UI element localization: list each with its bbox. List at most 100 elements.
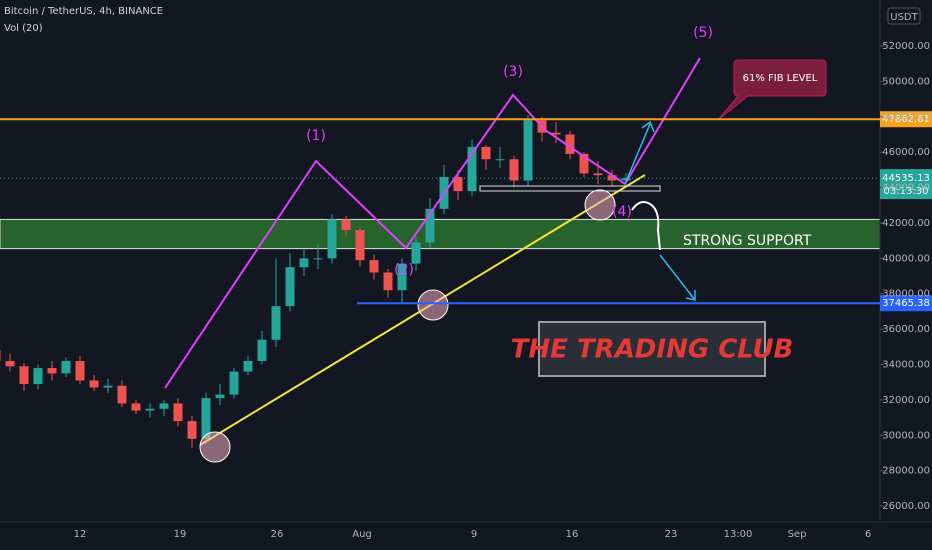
x-tick-label: Aug (352, 529, 372, 540)
level-label: 47862.61 (882, 114, 930, 125)
y-tick-label: 26000.00 (882, 501, 930, 512)
arrow (624, 123, 651, 185)
countdown: 03:13:30 (884, 186, 929, 197)
candle-body (187, 421, 197, 439)
callout (717, 59, 827, 121)
y-tick-label: 52000.00 (882, 41, 930, 52)
last-price-tag (880, 169, 932, 200)
y-tick-label: 48000.00 (882, 112, 930, 123)
candle-body (145, 408, 155, 411)
candle-body (327, 219, 337, 259)
y-tick-label: 30000.00 (882, 430, 930, 441)
support-label: STRONG SUPPORT (683, 233, 812, 249)
candle-body (383, 272, 393, 291)
arrow-head (641, 120, 655, 133)
x-tick-label: 19 (174, 529, 187, 540)
candle-body (117, 385, 127, 404)
x-tick-label: 16 (566, 529, 579, 540)
x-tick-label: 13:00 (724, 529, 753, 540)
support-zone (0, 218, 881, 250)
wave-label: (3) (503, 64, 523, 80)
candle-body (299, 258, 309, 268)
candle-body (495, 159, 505, 161)
y-tick-label: 44000.00 (882, 183, 930, 194)
highlight (584, 189, 616, 221)
arrow-head (685, 290, 696, 301)
highlight (199, 431, 231, 463)
chart-title: Bitcoin / TetherUS, 4h, BINANCE (4, 6, 163, 17)
level-tag (880, 295, 932, 312)
candle-body (341, 219, 351, 231)
currency: USDT (890, 12, 918, 23)
candle-body (509, 159, 519, 181)
candle-body (397, 263, 407, 291)
level-tag (880, 111, 932, 128)
y-tick-label: 50000.00 (882, 76, 930, 87)
y-tick-label: 28000.00 (882, 466, 930, 477)
candle-body (19, 366, 29, 384)
candle-body (229, 371, 239, 395)
callout-text: 61% FIB LEVEL (743, 73, 818, 84)
x-tick-label: 23 (665, 529, 678, 540)
level-label: 37465.38 (882, 298, 930, 309)
candle-body (593, 173, 603, 176)
last-price-label: 44535.13 (882, 173, 930, 184)
candle-body (33, 368, 43, 384)
currency-box[interactable] (887, 7, 921, 25)
indicator-label: Vol (20) (4, 23, 43, 34)
candle-body (467, 146, 477, 192)
candle-body (285, 267, 295, 307)
candle-body (369, 260, 379, 273)
candle-body (89, 380, 99, 388)
candle-body (621, 178, 631, 181)
candle-body (257, 339, 267, 361)
candle-body (215, 394, 225, 399)
candle-body (551, 132, 561, 135)
wave-label: (2) (394, 262, 414, 278)
y-tick-label: 38000.00 (882, 289, 930, 300)
y-tick-label: 46000.00 (882, 147, 930, 158)
brand-text: THE TRADING CLUB (511, 335, 794, 365)
candle-body (61, 360, 71, 374)
x-tick-label: 12 (74, 529, 87, 540)
candle-body (75, 360, 85, 381)
highlight (417, 289, 449, 321)
candle-body (355, 230, 365, 261)
candle-body (201, 398, 211, 439)
x-tick-label: Sep (788, 529, 807, 540)
wave-label: (1) (306, 128, 326, 144)
candle-body (411, 242, 421, 264)
candle-body (481, 146, 491, 160)
candle-body (425, 208, 435, 243)
candle-body (453, 176, 463, 192)
candle-body (103, 385, 113, 388)
candle-body (243, 360, 253, 372)
candle-body (173, 403, 183, 422)
candle-body (579, 153, 589, 174)
candle-body (523, 120, 533, 181)
x-tick-label: 9 (471, 529, 477, 540)
candle-body (131, 403, 141, 411)
candle-body (565, 134, 575, 154)
candle-body (47, 368, 57, 374)
wave-label: (5) (693, 25, 713, 41)
curved-arrow (631, 201, 661, 251)
candle-body (5, 360, 15, 367)
candle-body (159, 403, 169, 409)
candle-body (0, 350, 1, 361)
wave-label: (4) (612, 204, 632, 220)
price-axis (880, 0, 932, 550)
brand-box (538, 321, 766, 377)
x-tick-label: 6 (865, 529, 871, 540)
candle-body (271, 306, 281, 340)
x-tick-label: 26 (271, 529, 284, 540)
y-tick-label: 32000.00 (882, 395, 930, 406)
candle-body (313, 258, 323, 260)
y-tick-label: 36000.00 (882, 324, 930, 335)
range-box (479, 185, 661, 192)
y-tick-label: 42000.00 (882, 218, 930, 229)
arrow (659, 254, 696, 301)
y-tick-label: 34000.00 (882, 360, 930, 371)
y-tick-label: 40000.00 (882, 253, 930, 264)
